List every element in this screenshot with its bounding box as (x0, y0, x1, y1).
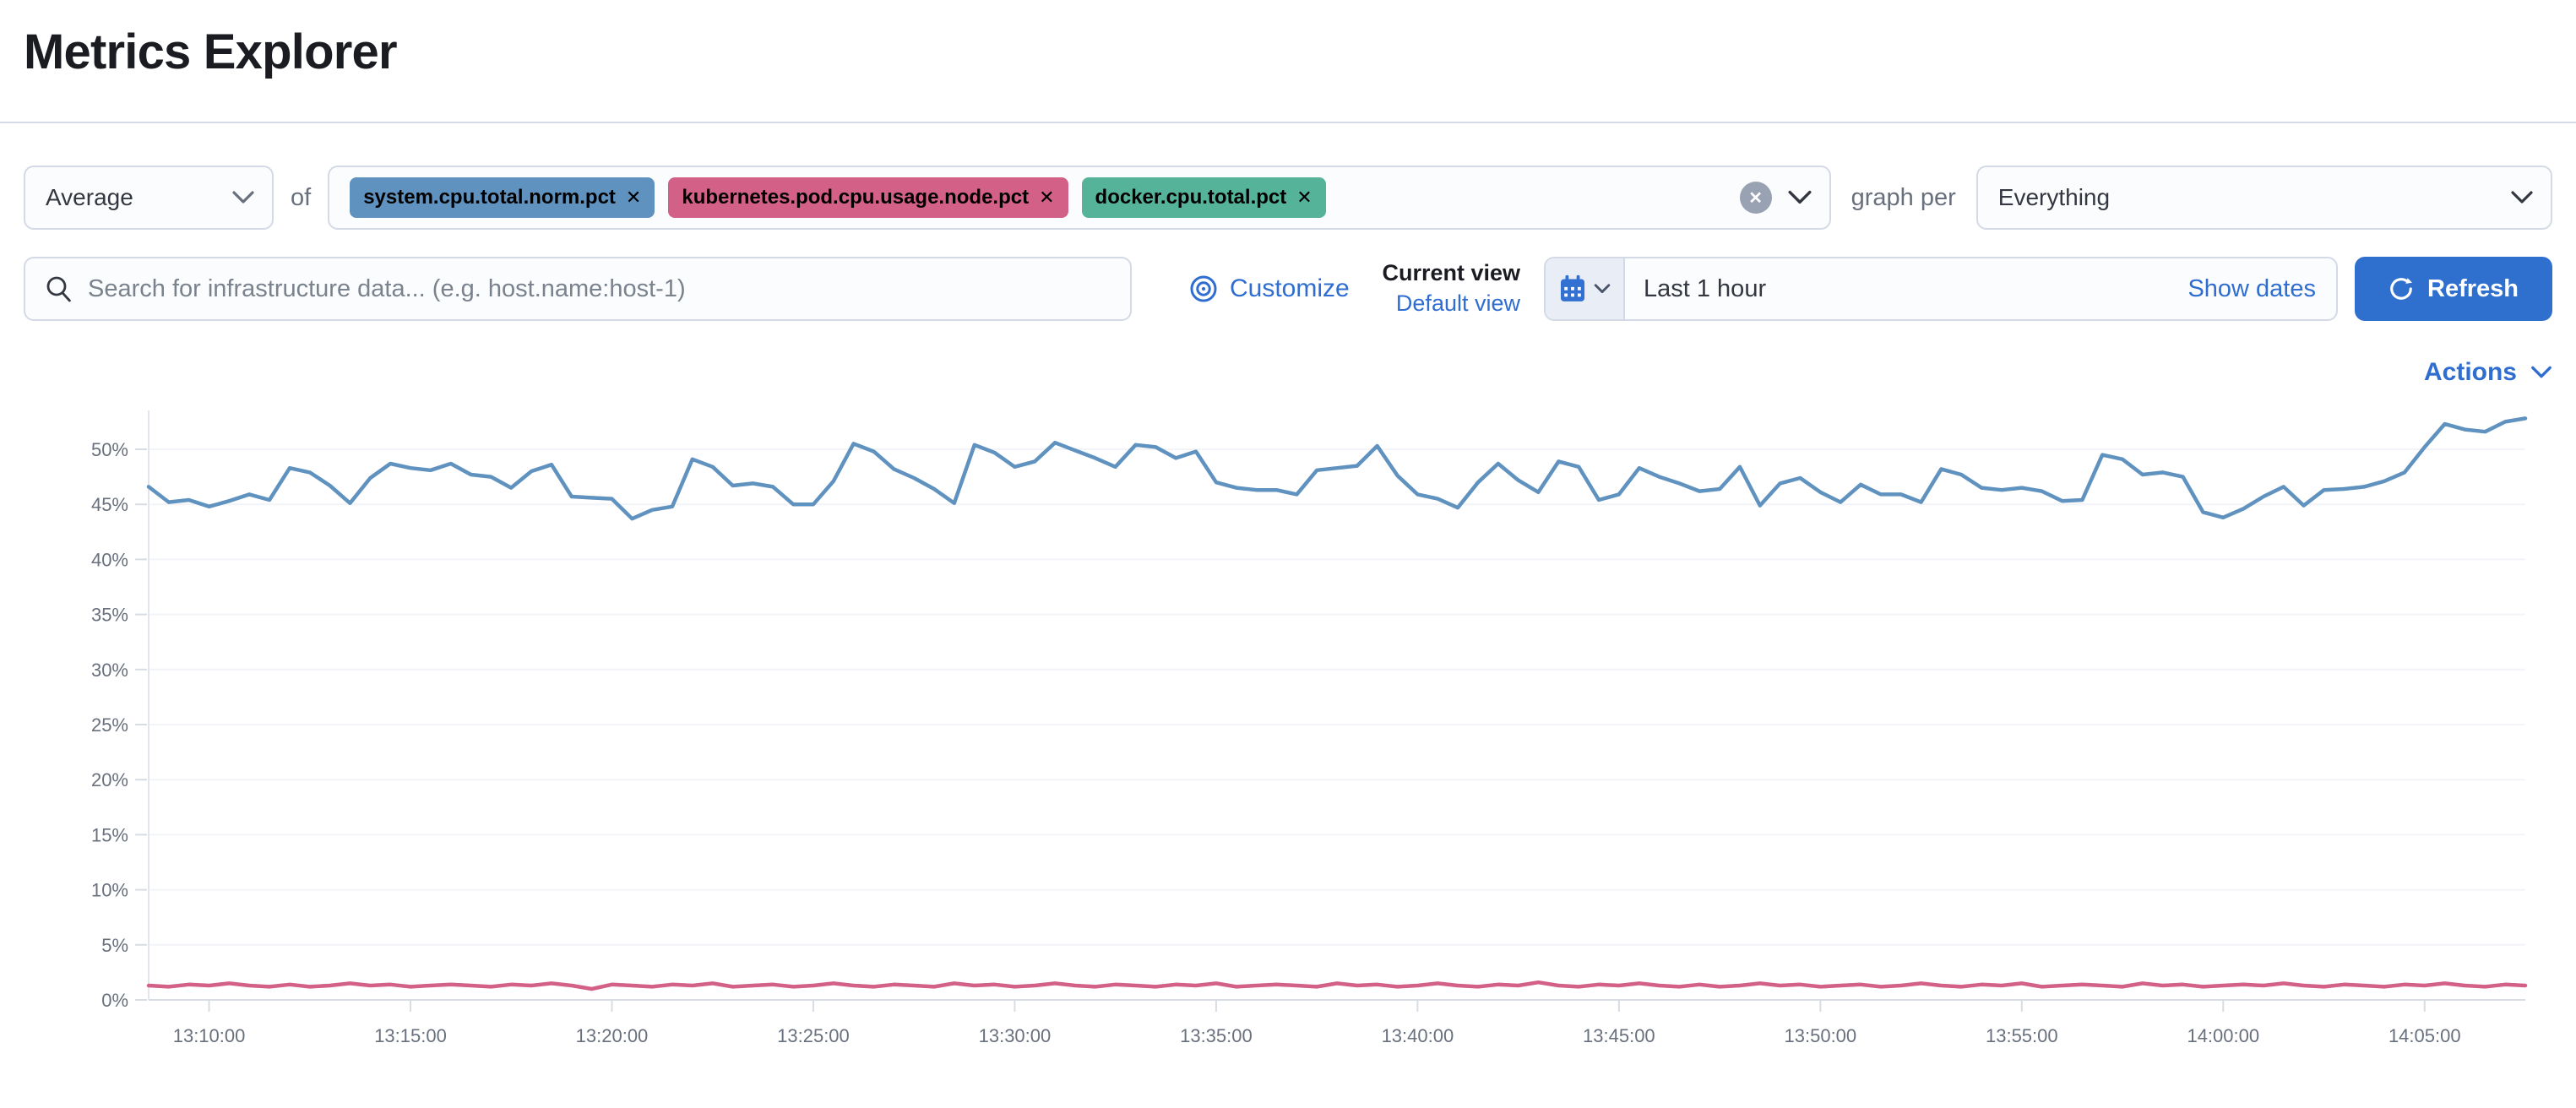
page-header: Metrics Explorer (0, 0, 2576, 123)
svg-text:13:50:00: 13:50:00 (1785, 1025, 1857, 1046)
chart-header: Actions (0, 358, 2576, 387)
metric-tag-label: docker.cpu.total.pct (1095, 186, 1287, 209)
combo-controls: ✕ (1739, 182, 1812, 214)
search-toolbar: Customize Current view Default view Last… (0, 257, 2576, 321)
svg-text:13:10:00: 13:10:00 (173, 1025, 246, 1046)
refresh-label: Refresh (2427, 274, 2519, 302)
svg-text:0%: 0% (101, 990, 128, 1011)
calendar-icon (1560, 274, 1585, 301)
bullseye-icon (1190, 275, 1217, 302)
svg-text:50%: 50% (91, 439, 128, 460)
svg-text:40%: 40% (91, 549, 128, 570)
remove-metric-icon[interactable]: ✕ (1039, 187, 1055, 208)
graph-per-label: graph per (1850, 183, 1956, 211)
metric-tag: kubernetes.pod.cpu.usage.node.pct ✕ (668, 177, 1068, 218)
of-label: of (291, 183, 312, 211)
clear-all-icon[interactable]: ✕ (1739, 182, 1772, 214)
actions-label: Actions (2423, 358, 2517, 386)
svg-text:14:00:00: 14:00:00 (2187, 1025, 2259, 1046)
metric-tag: docker.cpu.total.pct ✕ (1081, 177, 1326, 218)
svg-text:5%: 5% (101, 935, 128, 956)
chevron-down-icon[interactable] (1787, 189, 1812, 206)
chevron-down-icon (232, 191, 254, 204)
show-dates-button[interactable]: Show dates (2187, 274, 2316, 302)
search-icon (46, 276, 71, 302)
metrics-chart[interactable]: 0% 5% 10% 15% 20% 25% 30% 35% 40% 45% 50% 13:10:00 1… (0, 397, 2576, 1079)
refresh-button[interactable]: Refresh (2355, 257, 2552, 321)
svg-text:13:45:00: 13:45:00 (1583, 1025, 1655, 1046)
view-switcher: Current view Default view (1382, 258, 1520, 318)
aggregation-toolbar: Average of system.cpu.total.norm.pct ✕ k… (0, 166, 2576, 230)
metrics-combo-box[interactable]: system.cpu.total.norm.pct ✕ kubernetes.p… (328, 166, 1831, 230)
chevron-down-icon (2511, 191, 2533, 204)
svg-text:13:30:00: 13:30:00 (979, 1025, 1052, 1046)
current-view-label: Current view (1382, 260, 1520, 286)
svg-text:30%: 30% (91, 660, 128, 681)
svg-text:13:40:00: 13:40:00 (1382, 1025, 1454, 1046)
aggregation-value: Average (46, 184, 133, 210)
default-view-link[interactable]: Default view (1395, 291, 1520, 316)
actions-menu-button[interactable]: Actions (2424, 358, 2552, 387)
group-by-value: Everything (1997, 184, 2111, 210)
customize-label: Customize (1230, 274, 1350, 302)
page-title: Metrics Explorer (24, 24, 398, 79)
aggregation-select[interactable]: Average (24, 166, 274, 230)
svg-text:15%: 15% (91, 824, 128, 845)
time-range-value[interactable]: Last 1 hour (1644, 274, 1767, 302)
metric-tag-label: kubernetes.pod.cpu.usage.node.pct (682, 186, 1030, 209)
svg-text:25%: 25% (91, 714, 128, 736)
refresh-icon (2390, 278, 2412, 300)
group-by-select[interactable]: Everything (1975, 166, 2553, 230)
svg-text:13:25:00: 13:25:00 (777, 1025, 850, 1046)
svg-text:10%: 10% (91, 880, 128, 901)
svg-text:35%: 35% (91, 605, 128, 626)
svg-text:20%: 20% (91, 769, 128, 790)
search-input[interactable] (88, 274, 1110, 303)
svg-text:14:05:00: 14:05:00 (2389, 1025, 2461, 1046)
chevron-down-icon (1594, 284, 1611, 293)
svg-text:13:15:00: 13:15:00 (374, 1025, 447, 1046)
svg-text:13:55:00: 13:55:00 (1986, 1025, 2058, 1046)
chart-area: 0% 5% 10% 15% 20% 25% 30% 35% 40% 45% 50% 13:10:00 1… (0, 397, 2576, 1086)
svg-text:13:20:00: 13:20:00 (576, 1025, 649, 1046)
search-field (24, 257, 1132, 321)
metric-tag-label: system.cpu.total.norm.pct (363, 186, 616, 209)
metric-tag: system.cpu.total.norm.pct ✕ (350, 177, 655, 218)
svg-text:13:35:00: 13:35:00 (1180, 1025, 1253, 1046)
date-picker: Last 1 hour Show dates (1544, 257, 2338, 321)
chevron-down-icon (2531, 366, 2552, 378)
remove-metric-icon[interactable]: ✕ (625, 187, 642, 208)
remove-metric-icon[interactable]: ✕ (1296, 187, 1312, 208)
svg-text:45%: 45% (91, 494, 128, 515)
quick-select-button[interactable] (1546, 258, 1625, 319)
customize-button[interactable]: Customize (1189, 274, 1350, 303)
